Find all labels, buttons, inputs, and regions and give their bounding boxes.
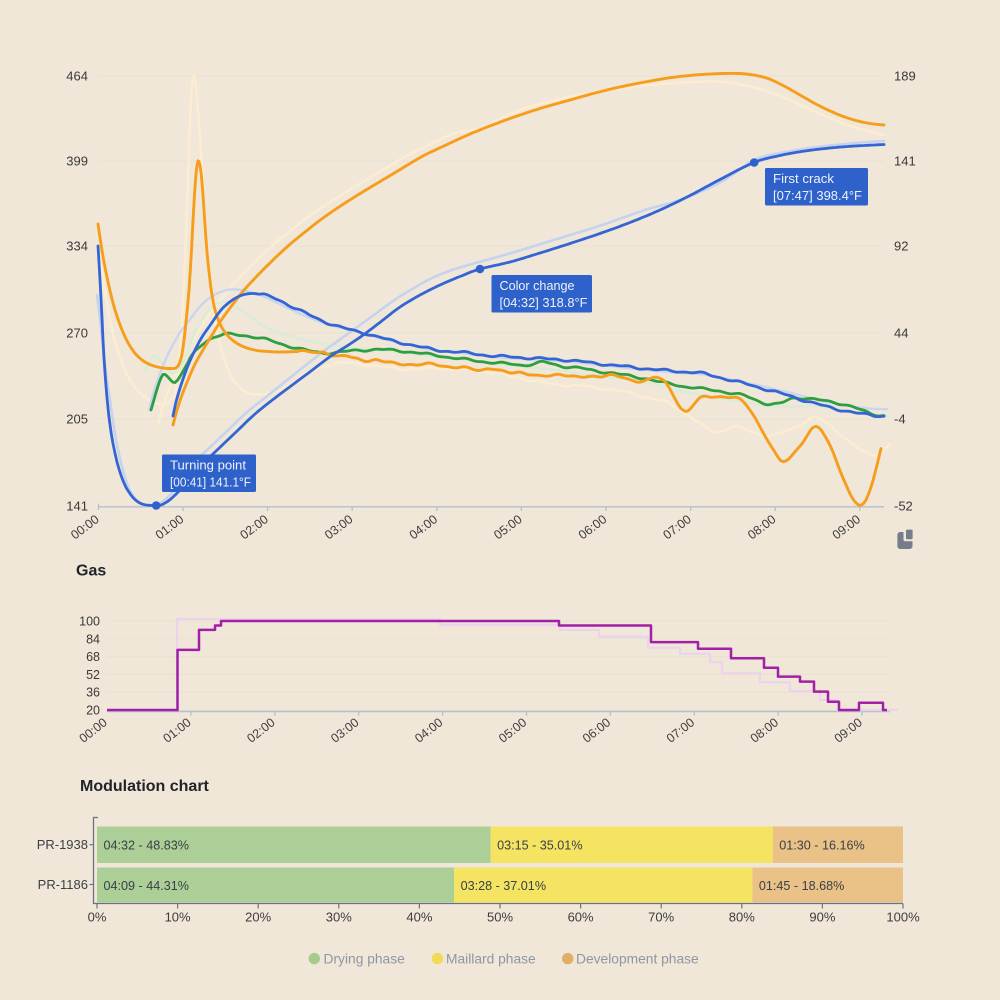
svg-text:Color change: Color change <box>500 278 575 293</box>
svg-text:05:00: 05:00 <box>496 715 529 745</box>
svg-text:-52: -52 <box>894 499 913 514</box>
svg-text:04:32 - 48.83%: 04:32 - 48.83% <box>104 839 189 853</box>
svg-text:70%: 70% <box>648 910 674 925</box>
svg-text:100%: 100% <box>886 910 920 925</box>
svg-text:141: 141 <box>894 154 916 169</box>
svg-text:Drying phase: Drying phase <box>324 951 406 966</box>
svg-text:07:00: 07:00 <box>660 512 693 542</box>
svg-text:08:00: 08:00 <box>748 715 781 745</box>
svg-text:04:09 - 44.31%: 04:09 - 44.31% <box>104 879 189 893</box>
svg-text:06:00: 06:00 <box>576 512 609 542</box>
svg-text:04:00: 04:00 <box>412 715 445 745</box>
svg-text:80%: 80% <box>729 910 755 925</box>
svg-text:68: 68 <box>86 650 100 664</box>
svg-text:[00:41] 141.1°F: [00:41] 141.1°F <box>170 475 251 490</box>
svg-text:Maillard phase: Maillard phase <box>446 951 536 966</box>
svg-text:0%: 0% <box>88 910 107 925</box>
svg-text:30%: 30% <box>326 910 352 925</box>
svg-text:20: 20 <box>86 704 100 718</box>
svg-text:00:00: 00:00 <box>68 512 101 542</box>
svg-text:141: 141 <box>66 499 88 514</box>
svg-text:Gas: Gas <box>76 563 106 580</box>
svg-text:01:00: 01:00 <box>160 715 193 745</box>
svg-text:92: 92 <box>894 239 908 254</box>
svg-text:01:45 - 18.68%: 01:45 - 18.68% <box>759 879 844 893</box>
svg-text:464: 464 <box>66 69 88 84</box>
svg-text:03:28 - 37.01%: 03:28 - 37.01% <box>461 879 546 893</box>
svg-text:02:00: 02:00 <box>244 715 277 745</box>
svg-text:Turning point: Turning point <box>170 457 246 472</box>
svg-text:05:00: 05:00 <box>491 512 524 542</box>
svg-text:270: 270 <box>66 326 88 341</box>
svg-text:00:00: 00:00 <box>77 715 110 745</box>
svg-text:09:00: 09:00 <box>830 512 863 542</box>
svg-text:100: 100 <box>79 615 100 629</box>
svg-text:10%: 10% <box>165 910 191 925</box>
svg-text:36: 36 <box>86 686 100 700</box>
svg-text:52: 52 <box>86 668 100 682</box>
svg-text:40%: 40% <box>406 910 432 925</box>
svg-text:Modulation chart: Modulation chart <box>80 778 210 795</box>
svg-text:60%: 60% <box>568 910 594 925</box>
svg-text:03:00: 03:00 <box>328 715 361 745</box>
svg-text:07:00: 07:00 <box>664 715 697 745</box>
svg-text:189: 189 <box>894 69 916 84</box>
svg-text:01:00: 01:00 <box>153 512 186 542</box>
svg-text:02:00: 02:00 <box>237 512 270 542</box>
svg-text:06:00: 06:00 <box>580 715 613 745</box>
svg-text:09:00: 09:00 <box>832 715 865 745</box>
svg-text:First crack: First crack <box>773 171 835 186</box>
svg-text:-4: -4 <box>894 412 906 427</box>
svg-text:20%: 20% <box>245 910 271 925</box>
svg-text:205: 205 <box>66 412 88 427</box>
svg-text:04:00: 04:00 <box>407 512 440 542</box>
svg-text:03:15 - 35.01%: 03:15 - 35.01% <box>497 839 582 853</box>
svg-text:03:00: 03:00 <box>322 512 355 542</box>
svg-text:[04:32] 318.8°F: [04:32] 318.8°F <box>500 295 588 310</box>
svg-text:399: 399 <box>66 154 88 169</box>
svg-text:08:00: 08:00 <box>745 512 778 542</box>
svg-text:84: 84 <box>86 632 100 646</box>
svg-text:Development phase: Development phase <box>576 951 699 966</box>
svg-text:PR-1186: PR-1186 <box>38 877 88 892</box>
svg-text:44: 44 <box>894 326 908 341</box>
svg-text:01:30 - 16.16%: 01:30 - 16.16% <box>779 839 864 853</box>
svg-text:334: 334 <box>66 239 88 254</box>
svg-text:90%: 90% <box>809 910 835 925</box>
svg-text:PR-1938: PR-1938 <box>37 837 88 852</box>
svg-text:50%: 50% <box>487 910 513 925</box>
svg-text:[07:47] 398.4°F: [07:47] 398.4°F <box>773 188 862 203</box>
